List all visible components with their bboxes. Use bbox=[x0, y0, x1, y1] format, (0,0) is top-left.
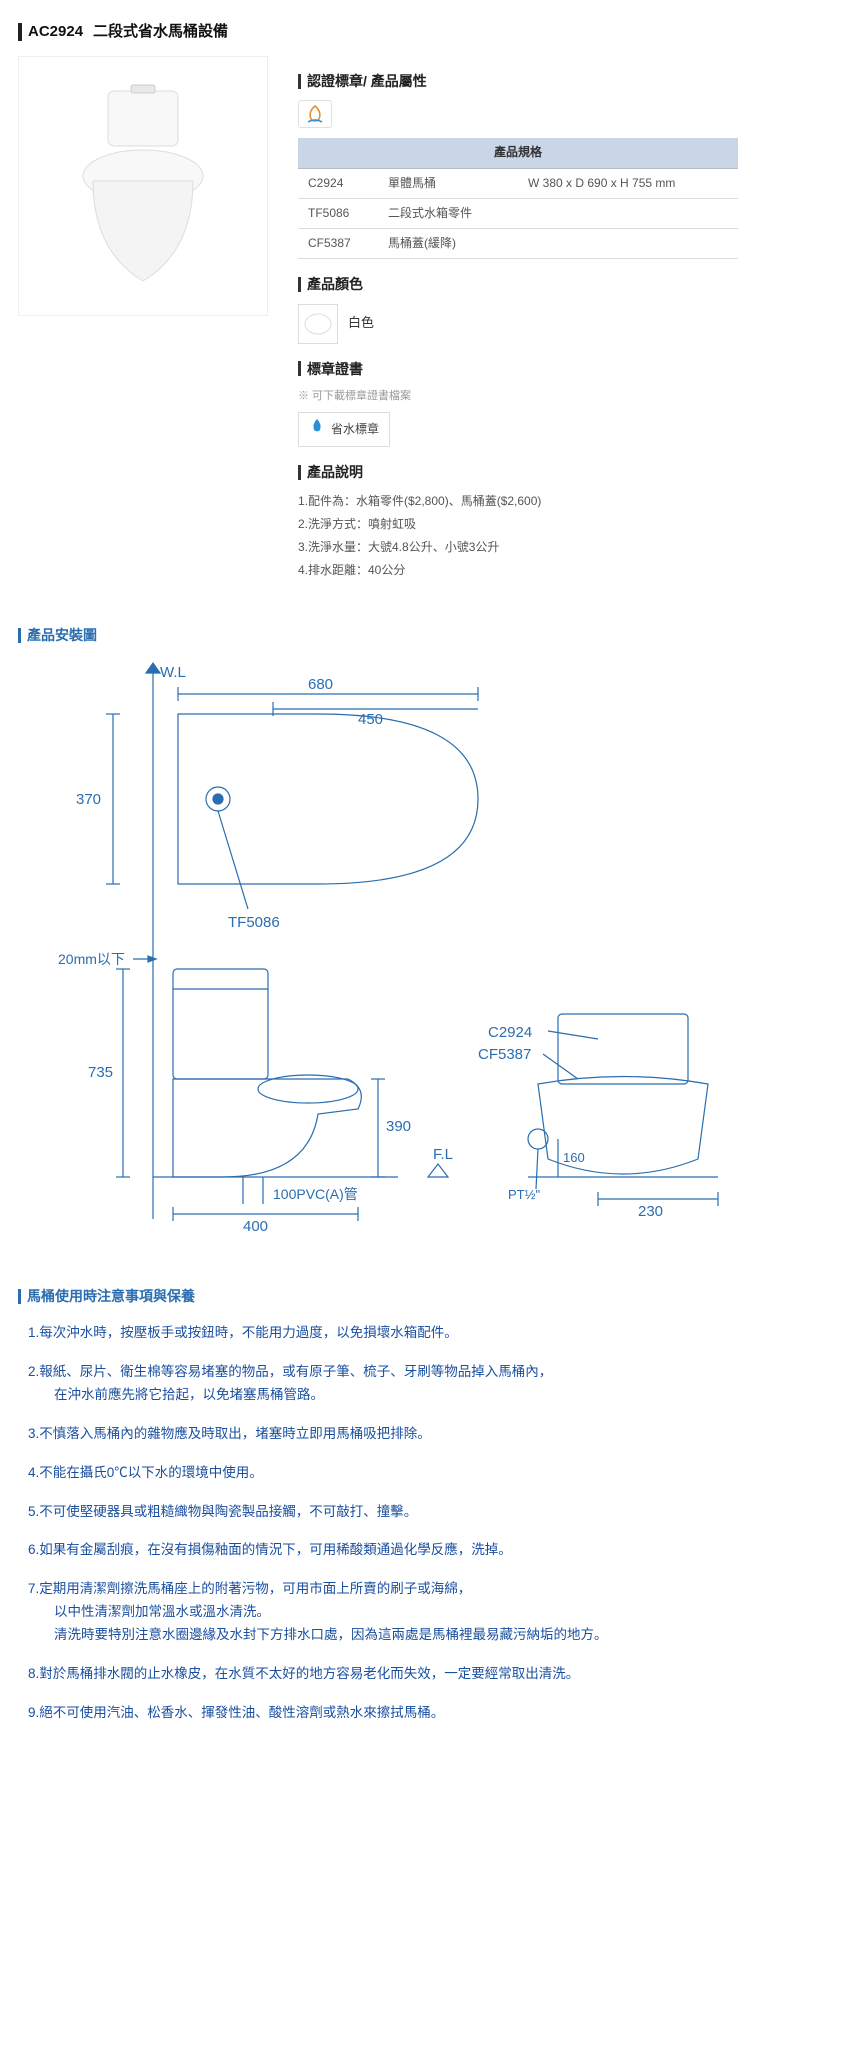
product-image bbox=[18, 56, 268, 316]
care-item: 8.對於馬桶排水閥的止水橡皮，在水質不太好的地方容易老化而失效，一定要經常取出清… bbox=[28, 1663, 822, 1686]
section-care-title: 馬桶使用時注意事項與保養 bbox=[18, 1285, 832, 1307]
dim-390: 390 bbox=[386, 1118, 411, 1135]
cert-download-note: ※ 可下載標章證書檔案 bbox=[298, 388, 832, 406]
spec-code: C2924 bbox=[298, 168, 378, 198]
spec-dim bbox=[518, 198, 738, 228]
dim-400: 400 bbox=[243, 1218, 268, 1235]
color-swatch-white bbox=[298, 304, 338, 344]
dim-230: 230 bbox=[638, 1203, 663, 1220]
care-list: 1.每次沖水時，按壓板手或按鈕時，不能用力過度，以免損壞水箱配件。 2.報紙、尿… bbox=[18, 1322, 832, 1725]
section-install-label: 產品安裝圖 bbox=[27, 624, 97, 646]
section-certdoc-label: 標章證書 bbox=[307, 358, 363, 380]
water-drop-icon bbox=[309, 417, 325, 443]
spec-name: 馬桶蓋(緩降) bbox=[378, 228, 518, 258]
spec-dim: W 380 x D 690 x H 755 mm bbox=[518, 168, 738, 198]
care-item: 6.如果有金屬刮痕，在沒有損傷釉面的情況下，可用稀酸類通過化學反應，洗掉。 bbox=[28, 1539, 822, 1562]
spec-code: TF5086 bbox=[298, 198, 378, 228]
water-saving-icon bbox=[298, 100, 332, 128]
cert-badge-label: 省水標章 bbox=[331, 420, 379, 439]
section-install-title: 產品安裝圖 bbox=[18, 624, 832, 646]
section-desc-title: 產品說明 bbox=[298, 461, 832, 483]
spec-code: CF5387 bbox=[298, 228, 378, 258]
care-item: 7.定期用清潔劑擦洗馬桶座上的附著污物，可用市面上所賣的刷子或海綿，以中性清潔劑… bbox=[28, 1578, 822, 1647]
label-cf5387: CF5387 bbox=[478, 1046, 531, 1063]
care-item: 3.不慎落入馬桶內的雜物應及時取出，堵塞時立即用馬桶吸把排除。 bbox=[28, 1423, 822, 1446]
dim-160: 160 bbox=[563, 1150, 585, 1165]
label-pvc: 100PVC(A)管 bbox=[273, 1186, 358, 1202]
color-label: 白色 bbox=[348, 313, 374, 334]
color-option: 白色 bbox=[298, 304, 832, 344]
desc-item: 1.配件為：水箱零件($2,800)、馬桶蓋($2,600) bbox=[298, 492, 832, 511]
table-row: C2924 單體馬桶 W 380 x D 690 x H 755 mm bbox=[298, 168, 738, 198]
desc-item: 4.排水距離：40公分 bbox=[298, 561, 832, 580]
toilet-illustration bbox=[63, 81, 223, 291]
section-color-label: 產品顏色 bbox=[307, 273, 363, 295]
dim-370: 370 bbox=[76, 791, 101, 808]
desc-item: 3.洗淨水量：大號4.8公升、小號3公升 bbox=[298, 538, 832, 557]
section-certdoc-title: 標章證書 bbox=[298, 358, 832, 380]
table-row: TF5086 二段式水箱零件 bbox=[298, 198, 738, 228]
care-item: 5.不可使堅硬器具或粗糙織物與陶瓷製品接觸，不可敲打、撞擊。 bbox=[28, 1501, 822, 1524]
section-care-label: 馬桶使用時注意事項與保養 bbox=[27, 1285, 195, 1307]
description-list: 1.配件為：水箱零件($2,800)、馬桶蓋($2,600) 2.洗淨方式：噴射… bbox=[298, 492, 832, 581]
table-row: CF5387 馬桶蓋(緩降) bbox=[298, 228, 738, 258]
label-pt: PT½" bbox=[508, 1187, 540, 1202]
label-c2924: C2924 bbox=[488, 1024, 532, 1041]
installation-diagram: W.L 680 450 370 bbox=[18, 659, 832, 1256]
section-cert-label: 認證標章/ 產品屬性 bbox=[307, 70, 427, 92]
dim-wl: W.L bbox=[160, 664, 186, 681]
label-fl: F.L bbox=[433, 1146, 453, 1163]
dim-20mm: 20mm以下 bbox=[58, 951, 125, 967]
spec-table: 產品規格 C2924 單體馬桶 W 380 x D 690 x H 755 mm… bbox=[298, 138, 738, 259]
dim-450: 450 bbox=[358, 711, 383, 728]
section-desc-label: 產品說明 bbox=[307, 461, 363, 483]
section-cert-title: 認證標章/ 產品屬性 bbox=[298, 70, 832, 92]
cert-badge-button[interactable]: 省水標章 bbox=[298, 412, 390, 448]
spec-name: 二段式水箱零件 bbox=[378, 198, 518, 228]
section-color-title: 產品顏色 bbox=[298, 273, 832, 295]
spec-dim bbox=[518, 228, 738, 258]
spec-name: 單體馬桶 bbox=[378, 168, 518, 198]
care-item: 4.不能在攝氏0℃以下水的環境中使用。 bbox=[28, 1462, 822, 1485]
spec-header: 產品規格 bbox=[298, 138, 738, 168]
dim-680: 680 bbox=[308, 676, 333, 693]
label-tf5086: TF5086 bbox=[228, 914, 280, 931]
care-item: 1.每次沖水時，按壓板手或按鈕時，不能用力過度，以免損壞水箱配件。 bbox=[28, 1322, 822, 1345]
care-item: 9.絕不可使用汽油、松香水、揮發性油、酸性溶劑或熱水來擦拭馬桶。 bbox=[28, 1702, 822, 1725]
product-code: AC2924 bbox=[28, 20, 83, 44]
header-bar bbox=[18, 23, 22, 41]
product-name: 二段式省水馬桶設備 bbox=[93, 20, 228, 44]
dim-735: 735 bbox=[88, 1064, 113, 1081]
care-item: 2.報紙、尿片、衛生棉等容易堵塞的物品，或有原子筆、梳子、牙刷等物品掉入馬桶內，… bbox=[28, 1361, 822, 1407]
desc-item: 2.洗淨方式：噴射虹吸 bbox=[298, 515, 832, 534]
product-header: AC2924 二段式省水馬桶設備 bbox=[18, 20, 832, 44]
